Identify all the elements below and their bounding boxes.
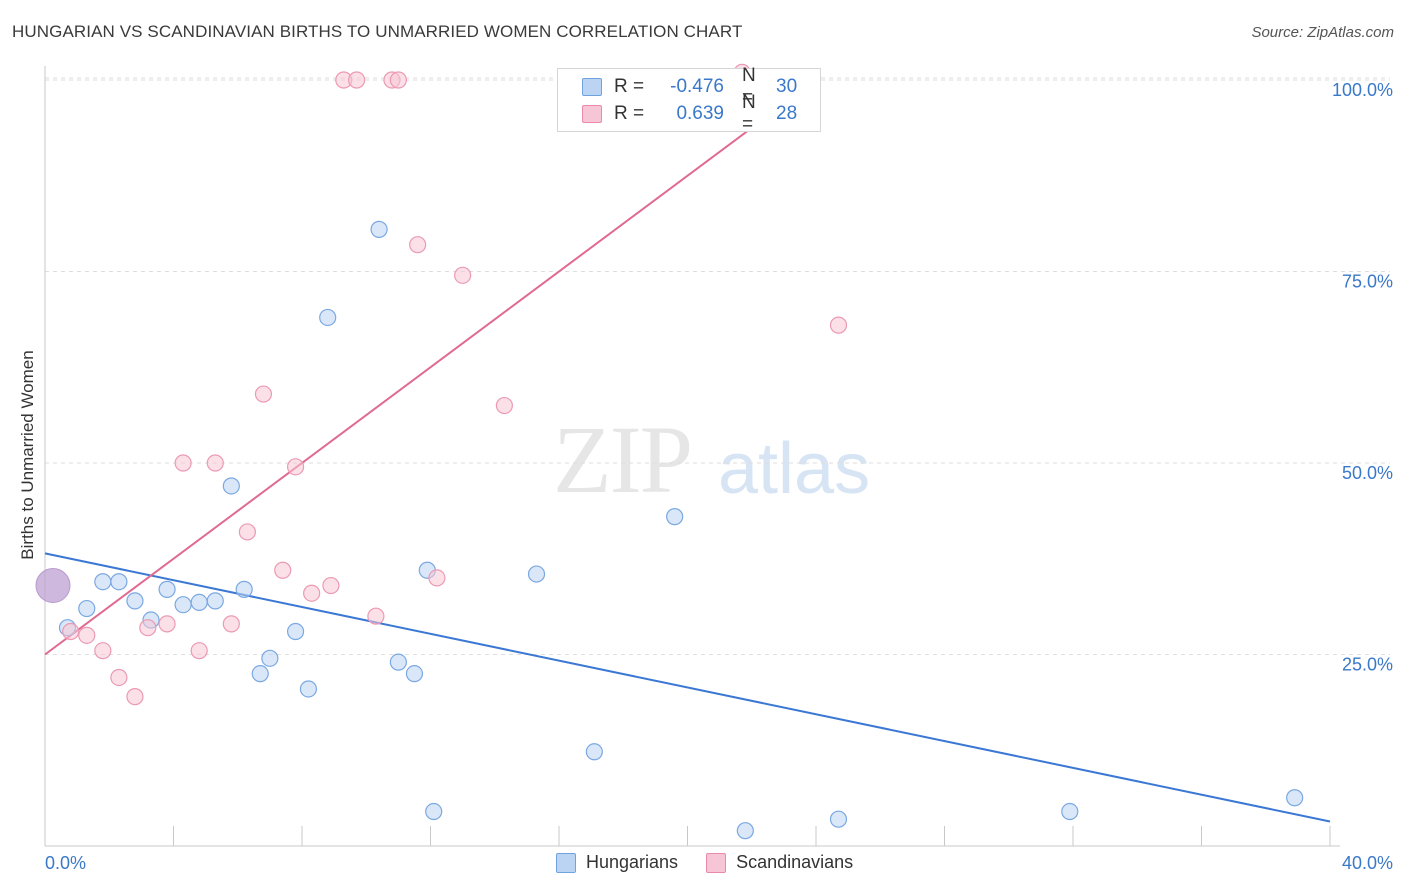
point-hungarians	[666, 508, 684, 526]
point-scandinavians	[222, 615, 240, 633]
point-scandinavians	[348, 71, 366, 89]
point-scandinavians	[78, 626, 96, 644]
r-label: R =	[614, 103, 645, 124]
point-hungarians	[736, 822, 754, 840]
y-tick-label: 100.0%	[1332, 80, 1393, 100]
x-tick-label: 40.0%	[1342, 853, 1393, 873]
point-hungarians	[319, 308, 337, 327]
point-scandinavians	[126, 688, 144, 706]
point-hungarians	[389, 653, 407, 671]
point-hungarians	[206, 592, 224, 610]
point-scandinavians	[174, 454, 192, 472]
point-hungarians	[425, 802, 443, 821]
point-hungarians	[78, 599, 96, 618]
chart-title: HUNGARIAN VS SCANDINAVIAN BIRTHS TO UNMA…	[12, 22, 743, 41]
point-scandinavians	[190, 642, 208, 660]
point-overlap-large	[35, 568, 71, 604]
point-scandinavians	[322, 576, 340, 595]
point-scandinavians	[274, 561, 292, 579]
watermark-zip: ZIP	[553, 406, 693, 513]
point-scandinavians	[94, 642, 112, 660]
x-tick-label: 0.0%	[45, 853, 86, 873]
point-scandinavians	[454, 266, 472, 284]
point-hungarians	[585, 743, 603, 761]
point-hungarians	[251, 665, 269, 683]
r-label: R =	[614, 76, 645, 97]
point-hungarians	[126, 592, 144, 610]
n-label: N =	[742, 65, 756, 108]
point-hungarians	[829, 810, 848, 828]
trend-lines	[44, 79, 1331, 823]
point-scandinavians	[829, 316, 848, 334]
r-value: 0.639	[676, 103, 724, 124]
point-scandinavians	[367, 607, 385, 625]
legend-row-hungarians: R = -0.476 N = 30	[582, 65, 798, 108]
point-scandinavians	[389, 71, 407, 89]
data-points	[35, 63, 1304, 840]
trendline-hungarians	[44, 552, 1331, 823]
point-scandinavians	[286, 458, 305, 476]
point-hungarians	[110, 573, 128, 591]
axes	[44, 66, 1340, 847]
legend-row-scandinavians: R = 0.639 N = 28	[582, 92, 798, 135]
legend-label: Scandinavians	[736, 852, 854, 872]
point-scandinavians	[409, 236, 427, 254]
r-value: -0.476	[670, 76, 724, 97]
source-label: Source: ZipAtlas.com	[1251, 24, 1394, 41]
point-hungarians	[261, 649, 279, 667]
legend-item-hungarians[interactable]: Hungarians	[556, 852, 678, 873]
grid-lines	[45, 77, 1390, 655]
n-value: 30	[776, 76, 798, 97]
point-hungarians	[94, 573, 112, 591]
point-hungarians	[286, 622, 305, 641]
legend-item-scandinavians[interactable]: Scandinavians	[706, 852, 853, 873]
hungarians-swatch	[556, 852, 576, 873]
legend-label: Hungarians	[586, 852, 679, 872]
tick-labels: 25.0% 50.0% 75.0% 100.0% 0.0% 40.0%	[45, 80, 1393, 873]
point-hungarians	[158, 580, 176, 598]
y-tick-label: 25.0%	[1342, 655, 1393, 675]
point-scandinavians	[110, 668, 128, 687]
point-hungarians	[299, 680, 318, 698]
point-hungarians	[1061, 802, 1079, 821]
scandinavians-swatch	[582, 105, 602, 123]
point-scandinavians	[62, 622, 80, 641]
point-scandinavians	[254, 385, 273, 403]
correlation-legend: R = -0.476 N = 30 R = 0.639 N = 28	[557, 65, 821, 135]
point-hungarians	[405, 665, 424, 683]
n-value: 28	[776, 103, 798, 124]
point-scandinavians	[495, 396, 513, 415]
point-scandinavians	[139, 619, 157, 637]
scandinavians-swatch	[706, 852, 727, 873]
point-scandinavians	[206, 454, 224, 472]
point-scandinavians	[158, 615, 176, 633]
watermark-atlas: atlas	[718, 429, 871, 509]
point-hungarians	[222, 477, 240, 495]
y-tick-label: 75.0%	[1342, 272, 1393, 292]
point-hungarians	[174, 596, 192, 614]
trendline-scandinavians	[44, 79, 817, 656]
y-tick-label: 50.0%	[1342, 463, 1393, 483]
point-scandinavians	[238, 523, 256, 541]
series-legend: Hungarians Scandinavians	[556, 852, 881, 873]
point-scandinavians	[428, 569, 446, 587]
point-hungarians	[1286, 789, 1304, 807]
hungarians-swatch	[582, 78, 602, 96]
point-hungarians	[235, 580, 253, 598]
point-hungarians	[190, 593, 208, 612]
point-scandinavians	[303, 584, 321, 602]
point-hungarians	[370, 220, 388, 238]
point-hungarians	[527, 565, 546, 583]
n-label: N =	[742, 92, 756, 135]
